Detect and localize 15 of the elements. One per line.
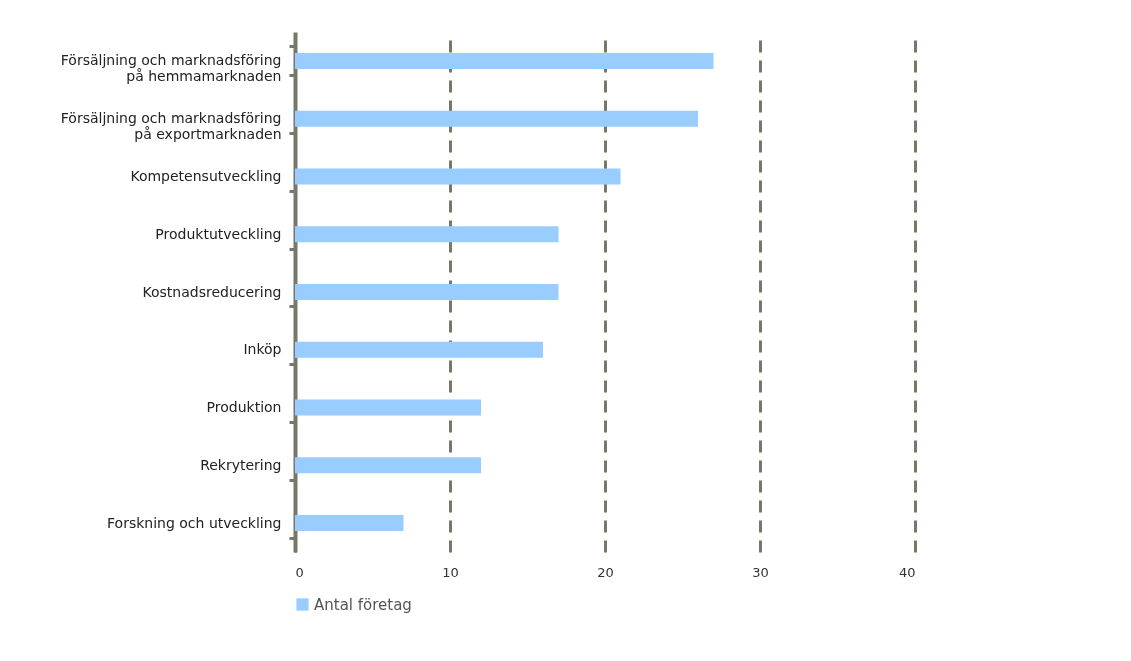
y-tick-label: Försäljning och marknadsföring på hemmamarknaden <box>60 52 282 85</box>
y-tick-label: Forskning och utveckling <box>107 514 282 531</box>
y-tick-label: Kompetensutveckling <box>130 167 282 184</box>
y-tick-label: Produktion <box>206 399 282 416</box>
y-tick-label: Produktutveckling <box>155 225 282 242</box>
x-tick-label: 40 <box>898 564 916 580</box>
x-tick-label: 30 <box>752 564 769 580</box>
y-tick-label: Rekrytering <box>200 456 282 473</box>
y-tick-label: Försäljning och marknadsföring på exportmarknaden <box>60 110 282 143</box>
x-tick-label: 0 <box>295 564 304 580</box>
x-tick-label: 10 <box>442 564 459 580</box>
x-tick-label: 20 <box>597 564 614 580</box>
legend-label: Antal företag <box>314 595 412 614</box>
y-tick-label: Kostnadsreducering <box>142 283 282 300</box>
y-tick-label: Inköp <box>243 341 282 358</box>
